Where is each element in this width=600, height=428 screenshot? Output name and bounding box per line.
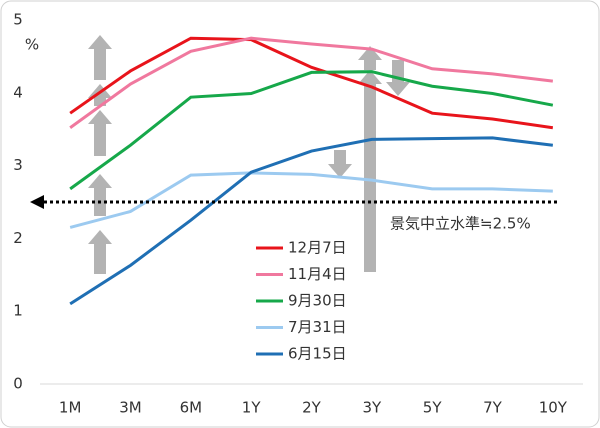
series-line <box>69 70 554 191</box>
gray-arrow <box>328 150 352 178</box>
gray-arrow <box>88 110 112 156</box>
x-tick-label: 1Y <box>242 399 262 417</box>
x-tick-label: 10Y <box>539 399 568 417</box>
series-line <box>69 36 554 130</box>
gray-arrow <box>88 174 112 216</box>
gray-arrow <box>88 35 112 80</box>
legend-label: 12月7日 <box>288 239 347 257</box>
series-line <box>69 36 554 129</box>
x-tick-label: 1M <box>59 399 82 417</box>
y-unit-label: % <box>25 36 39 54</box>
legend-label: 6月15日 <box>288 345 347 363</box>
gray-arrow <box>88 230 112 274</box>
series-line <box>69 171 553 229</box>
x-tick-label: 3M <box>119 399 142 417</box>
x-tick-label: 5Y <box>423 399 443 417</box>
legend-label: 11月4日 <box>288 265 347 283</box>
legend-label: 9月30日 <box>288 292 347 310</box>
y-tick-label: 1 <box>13 302 23 320</box>
x-tick-label: 2Y <box>302 399 322 417</box>
y-tick-label: 5 <box>13 11 23 29</box>
gray-arrow <box>358 46 382 70</box>
reference-arrowhead <box>30 195 44 209</box>
y-tick-label: 3 <box>13 156 23 174</box>
y-tick-label: 0 <box>13 375 23 393</box>
x-tick-label: 6M <box>180 399 203 417</box>
x-tick-label: 3Y <box>362 399 382 417</box>
x-tick-label: 7Y <box>483 399 503 417</box>
legend-label: 7月31日 <box>288 318 347 336</box>
series-line <box>69 136 554 306</box>
reference-label: 景気中立水準≒2.5% <box>390 215 531 233</box>
gray-arrow <box>358 70 382 272</box>
y-tick-label: 4 <box>13 83 23 101</box>
y-tick-label: 2 <box>13 229 23 247</box>
